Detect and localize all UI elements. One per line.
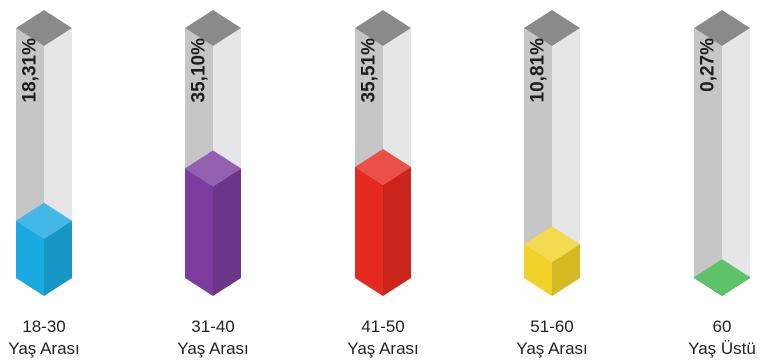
category-label: 31-40	[191, 317, 234, 336]
bar-top-face	[185, 150, 241, 187]
column-side-face	[722, 28, 750, 296]
bar-top-face	[355, 149, 411, 186]
column-top-face	[185, 10, 241, 46]
bar-column: 0,27%	[694, 10, 750, 296]
data-label: 0,27%	[698, 38, 719, 92]
bar-column: 35,51%	[355, 10, 411, 296]
data-label: 35,10%	[189, 38, 210, 103]
category-label: 51-60	[530, 317, 573, 336]
bar-top-face	[524, 226, 580, 263]
category-label: 60	[713, 317, 732, 336]
bar-front-face	[355, 167, 383, 296]
bar-column: 35,10%	[185, 10, 241, 296]
bar-side-face	[383, 167, 411, 296]
column-front-face	[694, 28, 722, 296]
bar-side-face	[722, 277, 750, 296]
column-top-face	[524, 10, 580, 46]
column-top-face	[355, 10, 411, 46]
data-label: 35,51%	[359, 38, 380, 103]
bar-column: 10,81%	[524, 10, 580, 296]
category-label: Yaş Arası	[347, 339, 419, 358]
bar-column: 18,31%	[16, 10, 72, 296]
bar-front-face	[185, 168, 213, 296]
data-label: 18,31%	[20, 38, 41, 103]
category-label: 41-50	[361, 317, 404, 336]
category-label: 18-30	[22, 317, 65, 336]
category-label: Yaş Arası	[177, 339, 249, 358]
category-label: Yaş Arası	[8, 339, 80, 358]
bar-front-face	[694, 277, 722, 296]
bar-top-face	[694, 259, 750, 296]
column-side-face	[552, 28, 580, 296]
bars-group: 18,31% 35,10% 35,51% 10,81% 0,27%	[16, 10, 750, 296]
category-label: Yaş Arası	[516, 339, 588, 358]
column-top-face	[694, 10, 750, 46]
column-front-face	[524, 28, 552, 296]
column-top-face	[16, 10, 72, 46]
data-label: 10,81%	[528, 38, 549, 103]
bar-front-face	[16, 220, 44, 296]
category-label: Yaş Üstü	[688, 339, 756, 358]
bar-side-face	[44, 220, 72, 296]
category-labels-group: 18-30 Yaş Arası 31-40 Yaş Arası 41-50 Yaş Ara…	[8, 317, 756, 358]
bar-side-face	[213, 168, 241, 296]
bar-front-face	[524, 244, 552, 296]
bar-top-face	[16, 202, 72, 239]
bar-side-face	[552, 244, 580, 296]
